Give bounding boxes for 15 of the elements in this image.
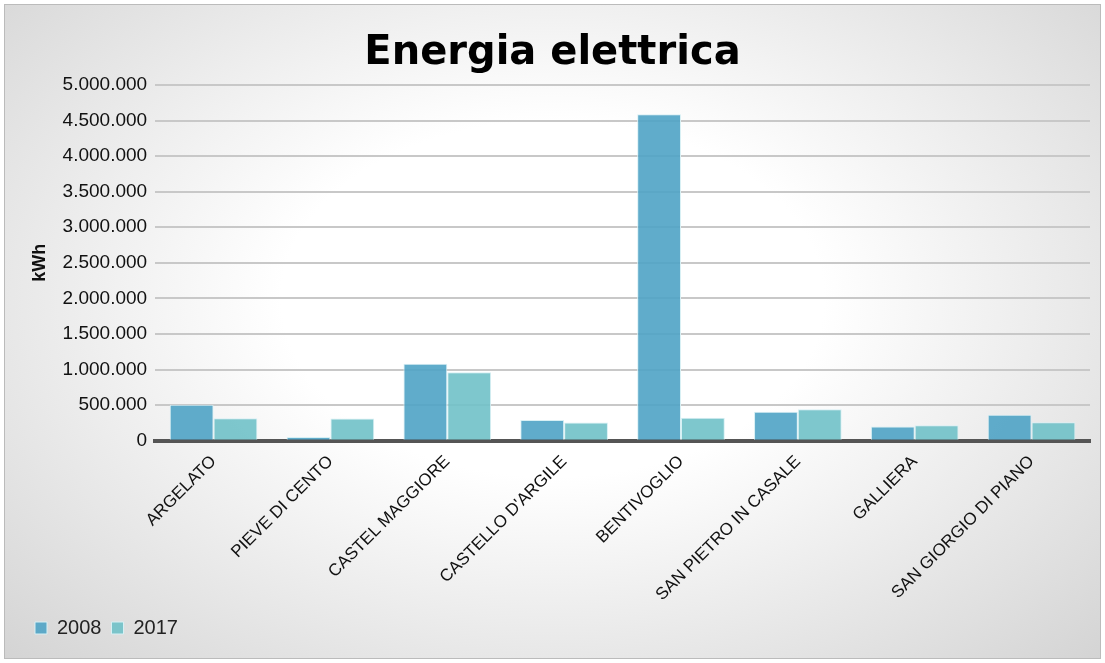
- y-axis-title: kWh: [28, 243, 49, 282]
- y-tick-label: 5.000.000: [62, 73, 148, 95]
- y-tick-label: 3.000.000: [62, 215, 148, 237]
- y-tick-label: 4.000.000: [62, 144, 148, 166]
- y-tick-label: 3.500.000: [62, 179, 148, 201]
- legend-label: 2008: [57, 615, 102, 638]
- y-tick-label: 1.500.000: [62, 322, 148, 344]
- y-tick-label: 0: [136, 428, 148, 450]
- y-tick-label: 2.000.000: [62, 286, 148, 308]
- y-tick-label: 500.000: [78, 393, 148, 415]
- y-tick-label: 4.500.000: [62, 108, 148, 130]
- y-tick-label: 2.500.000: [62, 251, 148, 273]
- y-tick-label: 1.000.000: [62, 357, 148, 379]
- chart-title: Energia elettrica: [363, 27, 742, 73]
- legend-label: 2017: [133, 615, 178, 638]
